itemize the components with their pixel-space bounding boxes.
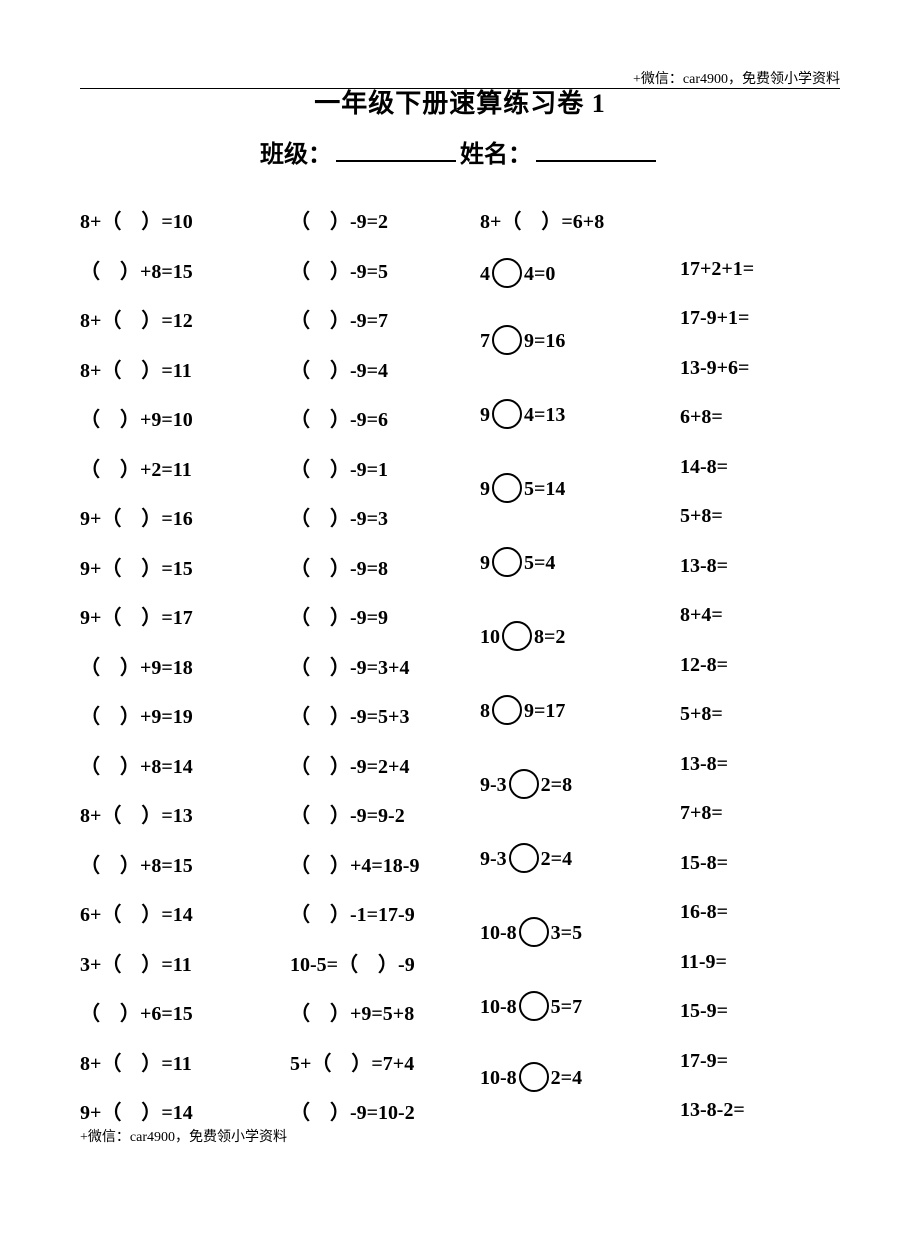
operator-circle[interactable]: [492, 547, 522, 577]
problem-circle-row: 79=16: [480, 305, 680, 379]
column-1: 8+（ ）=10（ ）+8=158+（ ）=128+（ ）=11（ ）+9=10…: [80, 195, 290, 1136]
name-blank[interactable]: [536, 138, 656, 162]
operator-circle[interactable]: [519, 991, 549, 1021]
problem-row: （ ）-9=7: [290, 294, 480, 344]
header-rule: [80, 88, 840, 89]
operator-circle[interactable]: [492, 258, 522, 288]
problem-row: （ ）-9=2: [290, 195, 480, 245]
operator-circle[interactable]: [492, 325, 522, 355]
operator-circle[interactable]: [519, 917, 549, 947]
problem-row: （ ）-9=8: [290, 542, 480, 592]
problem-row: 12-8=: [680, 641, 840, 691]
problem-row: （ ）-9=3: [290, 492, 480, 542]
problem-row: 13-9+6=: [680, 344, 840, 394]
operator-circle[interactable]: [492, 399, 522, 429]
operator-circle[interactable]: [509, 843, 539, 873]
problem-row: 14-8=: [680, 443, 840, 493]
problem-circle-row: 10-85=7: [480, 971, 680, 1045]
problem-row: 5+8=: [680, 690, 840, 740]
problem-row: 6+（ ）=14: [80, 888, 290, 938]
problem-circle-row: 95=4: [480, 527, 680, 601]
problem-row: （ ）-9=6: [290, 393, 480, 443]
problem-row: （ ）-9=4: [290, 344, 480, 394]
problem-row: 13-8-2=: [680, 1086, 840, 1136]
problem-row: （ ）-9=5+3: [290, 690, 480, 740]
problem-row: （ ）-9=9: [290, 591, 480, 641]
watermark-top: +微信：car4900，免费领小学资料: [633, 68, 840, 88]
class-label: 班级：: [260, 142, 332, 168]
problem-circle-row: 10-82=4: [480, 1045, 680, 1113]
problem-circle-row: 10-83=5: [480, 897, 680, 971]
problem-row: （ ）-9=5: [290, 245, 480, 295]
problem-row: 3+（ ）=11: [80, 938, 290, 988]
problem-row: 16-8=: [680, 888, 840, 938]
problem-row: 5+8=: [680, 492, 840, 542]
problem-row: （ ）+6=15: [80, 987, 290, 1037]
problem-row: 8+（ ）=12: [80, 294, 290, 344]
problem-circle-row: 9-32=4: [480, 823, 680, 897]
problem-row: （ ）+2=11: [80, 443, 290, 493]
column-3: 8+（ ）=6+844=079=1694=1395=1495=4108=289=…: [480, 195, 680, 1136]
name-label: 姓名：: [460, 142, 532, 168]
problem-row: （ ）-9=2+4: [290, 740, 480, 790]
problem-row: 7+8=: [680, 789, 840, 839]
problem-row: 8+（ ）=11: [80, 1037, 290, 1087]
column-2: （ ）-9=2（ ）-9=5（ ）-9=7（ ）-9=4（ ）-9=6（ ）-9…: [290, 195, 480, 1136]
spacer: [680, 195, 840, 245]
problem-row: （ ）-9=10-2: [290, 1086, 480, 1136]
problem-row: 8+（ ）=6+8: [480, 195, 680, 245]
problem-row: 8+4=: [680, 591, 840, 641]
problem-circle-row: 89=17: [480, 675, 680, 749]
problem-row: （ ）+9=10: [80, 393, 290, 443]
operator-circle[interactable]: [492, 695, 522, 725]
problem-row: 13-8=: [680, 542, 840, 592]
problem-row: （ ）+9=18: [80, 641, 290, 691]
problem-row: （ ）+4=18-9: [290, 839, 480, 889]
problem-row: 9+（ ）=16: [80, 492, 290, 542]
problem-row: 15-8=: [680, 839, 840, 889]
problem-row: 11-9=: [680, 938, 840, 988]
problem-row: 5+（ ）=7+4: [290, 1037, 480, 1087]
problem-row: 8+（ ）=10: [80, 195, 290, 245]
problem-row: （ ）+9=19: [80, 690, 290, 740]
problem-row: （ ）-9=9-2: [290, 789, 480, 839]
problem-row: （ ）+9=5+8: [290, 987, 480, 1037]
problem-circle-row: 94=13: [480, 379, 680, 453]
problem-row: 6+8=: [680, 393, 840, 443]
problem-row: 17+2+1=: [680, 245, 840, 295]
problem-circle-row: 95=14: [480, 453, 680, 527]
problem-circle-row: 108=2: [480, 601, 680, 675]
problem-row: （ ）+8=14: [80, 740, 290, 790]
operator-circle[interactable]: [509, 769, 539, 799]
student-info: 班级： 姓名：: [80, 134, 840, 169]
problem-row: 15-9=: [680, 987, 840, 1037]
problem-columns: 8+（ ）=10（ ）+8=158+（ ）=128+（ ）=11（ ）+9=10…: [80, 195, 840, 1136]
problem-circle-row: 9-32=8: [480, 749, 680, 823]
operator-circle[interactable]: [492, 473, 522, 503]
problem-row: （ ）-1=17-9: [290, 888, 480, 938]
problem-circle-row: 44=0: [480, 245, 680, 305]
worksheet-page: +微信：car4900，免费领小学资料 一年级下册速算练习卷 1 班级：姓名： …: [0, 0, 920, 1166]
problem-row: 17-9+1=: [680, 294, 840, 344]
watermark-bottom: +微信：car4900，免费领小学资料: [80, 1126, 287, 1146]
problem-row: 13-8=: [680, 740, 840, 790]
problem-row: 8+（ ）=11: [80, 344, 290, 394]
problem-row: （ ）-9=3+4: [290, 641, 480, 691]
problem-row: 8+（ ）=13: [80, 789, 290, 839]
problem-row: 17-9=: [680, 1037, 840, 1087]
problem-row: 10-5=（ ）-9: [290, 938, 480, 988]
operator-circle[interactable]: [519, 1062, 549, 1092]
class-blank[interactable]: [336, 138, 456, 162]
column-4: 17+2+1=17-9+1=13-9+6=6+8=14-8=5+8=13-8=8…: [680, 195, 840, 1136]
problem-row: （ ）+8=15: [80, 245, 290, 295]
problem-row: （ ）+8=15: [80, 839, 290, 889]
problem-row: 9+（ ）=17: [80, 591, 290, 641]
problem-row: 9+（ ）=15: [80, 542, 290, 592]
operator-circle[interactable]: [502, 621, 532, 651]
problem-row: （ ）-9=1: [290, 443, 480, 493]
